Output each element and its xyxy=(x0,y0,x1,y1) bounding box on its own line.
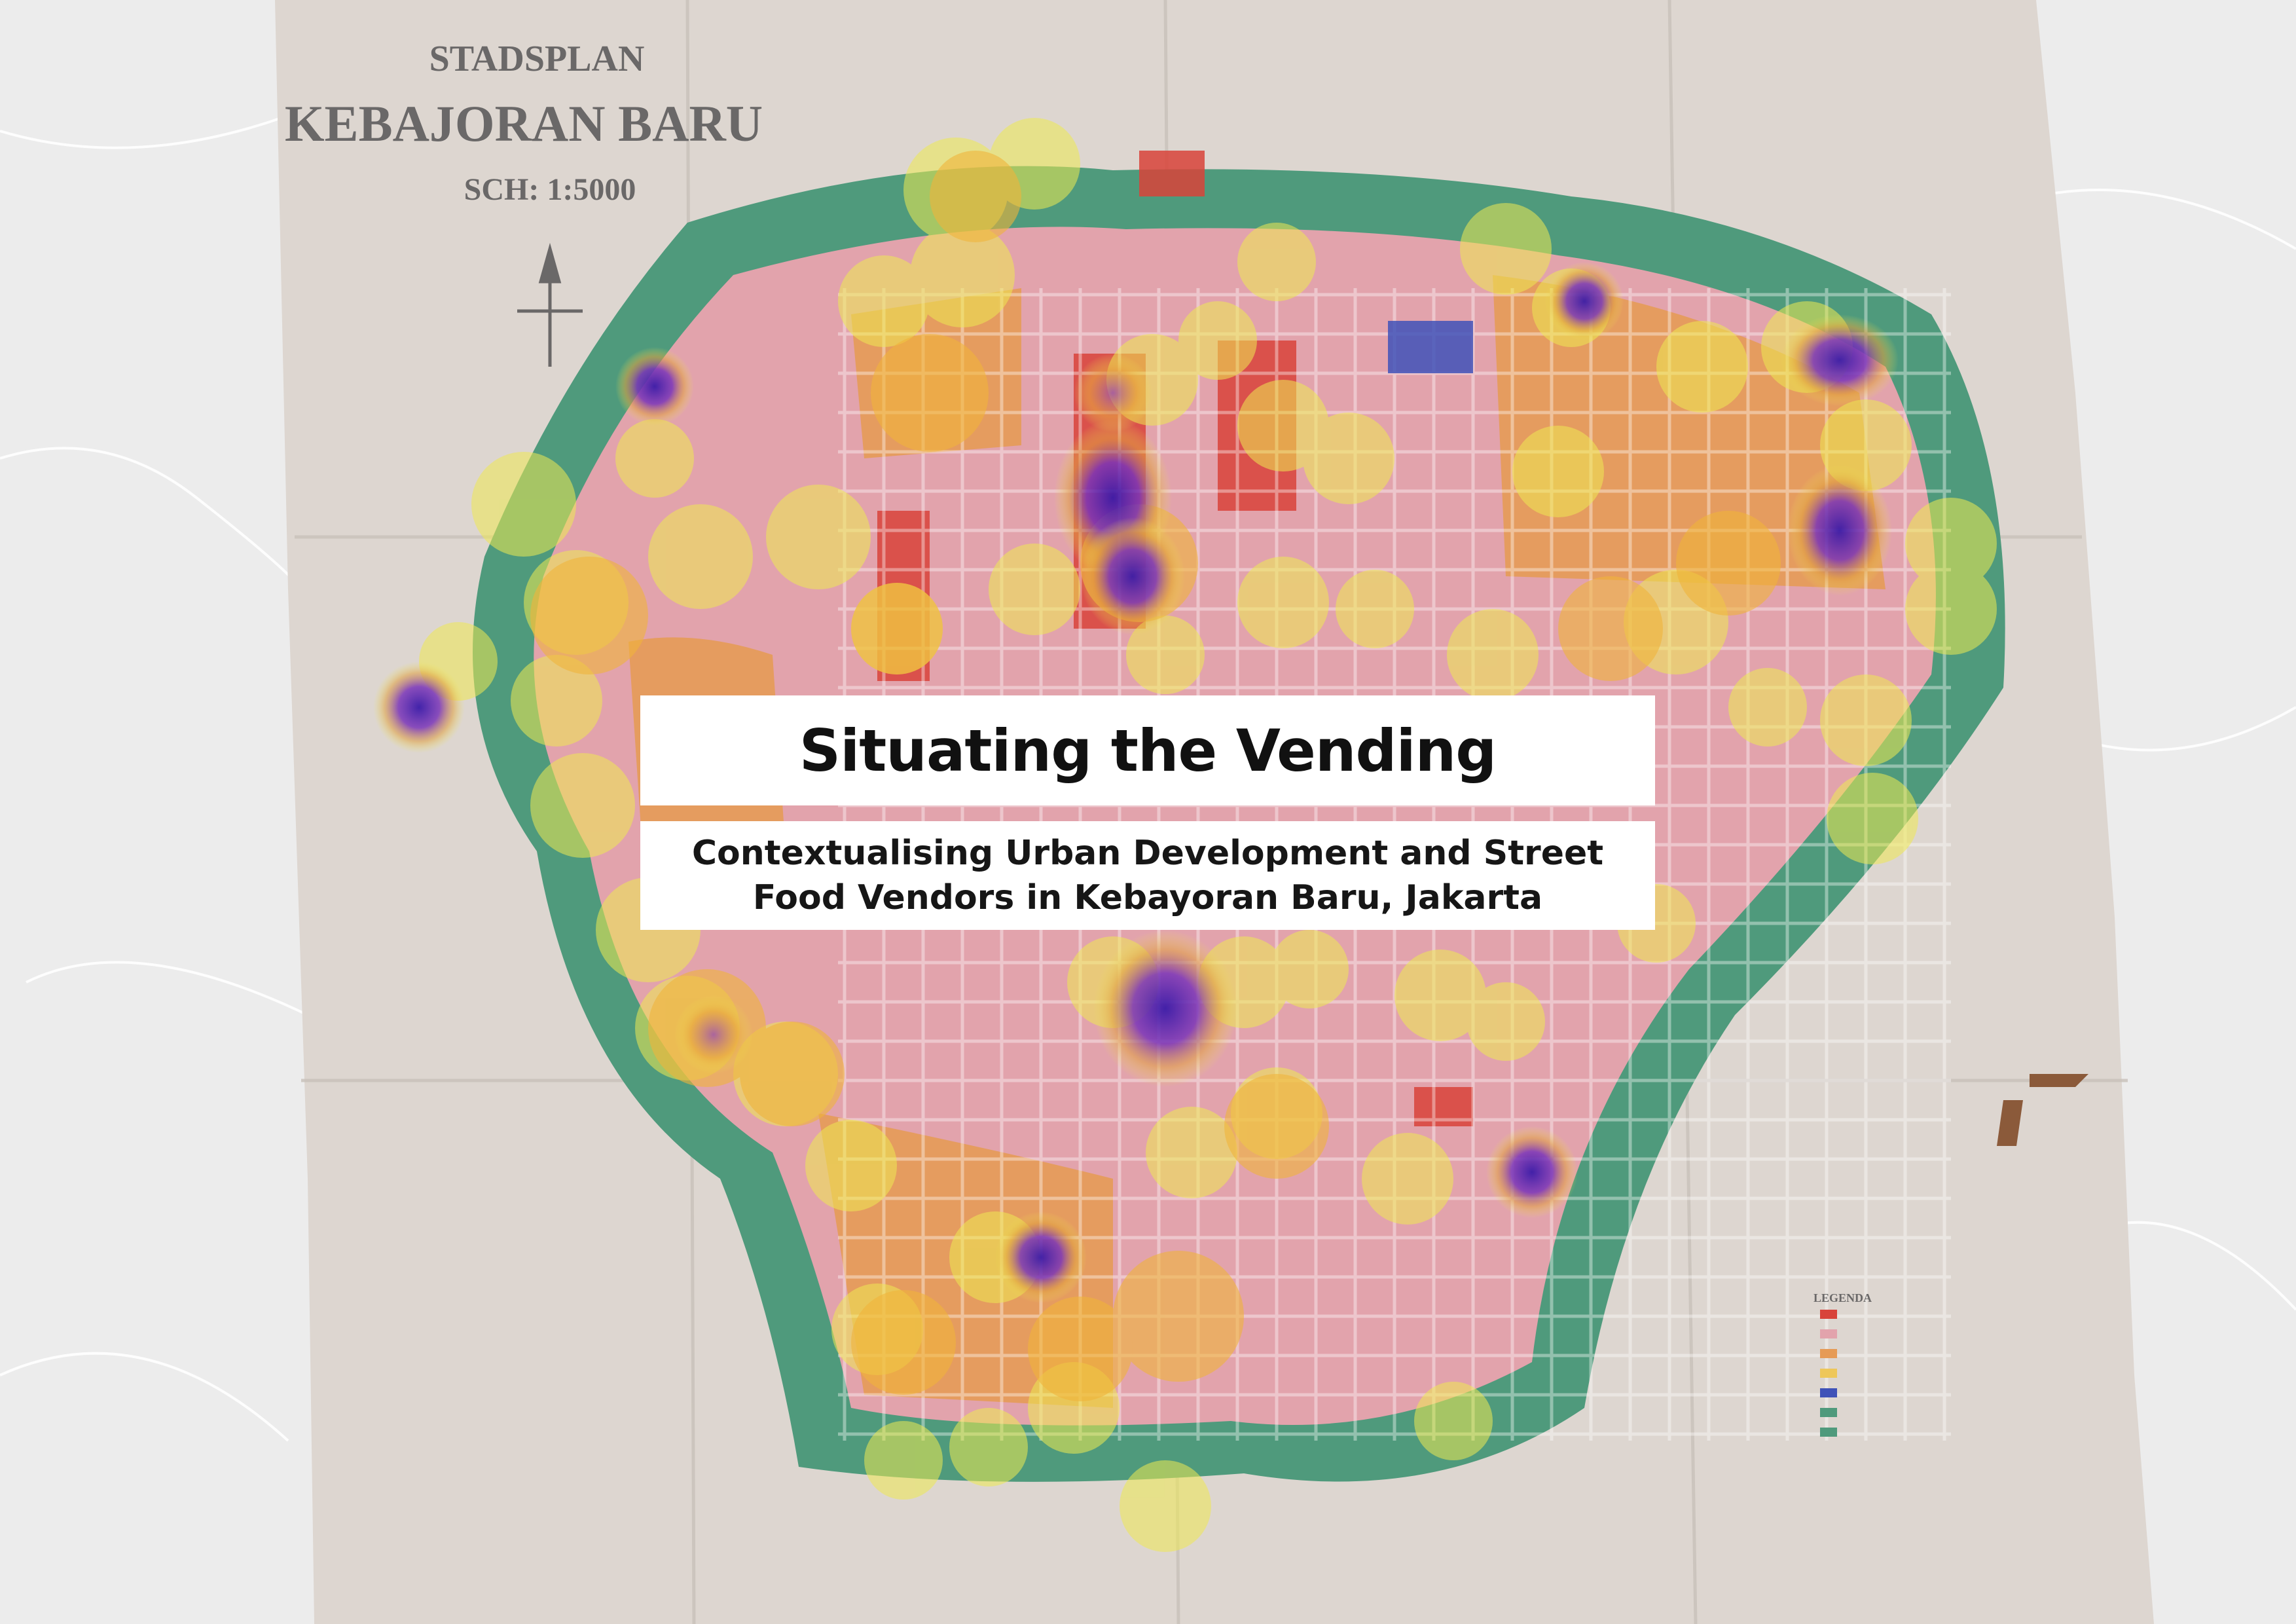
hotspot-mid-west xyxy=(674,995,753,1074)
hotspot-north-east-upper xyxy=(1545,262,1624,341)
hotspot-south-east xyxy=(1486,1126,1578,1218)
hotspot-south-central xyxy=(1093,930,1237,1087)
subtitle-line-2: Food Vendors in Kebayoran Baru, Jakarta xyxy=(752,878,1543,917)
title-banner: Situating the Vending xyxy=(640,695,1655,805)
north-arrow-icon xyxy=(517,242,583,367)
hotspot-north-west xyxy=(615,347,694,426)
page-title: Situating the Vending xyxy=(799,716,1497,784)
map-heading: STADSPLAN xyxy=(429,39,645,79)
hotspot-north-central-lower xyxy=(1080,517,1185,635)
hotspot-south xyxy=(995,1211,1087,1303)
map-name: KEBAJORAN BARU xyxy=(285,95,763,152)
background-street-lines xyxy=(0,117,2296,1442)
hotspot-mid-north xyxy=(1074,354,1152,432)
hotspot-north-east xyxy=(1781,314,1899,406)
blue-block xyxy=(1388,321,1473,373)
map-legend: LEGENDA xyxy=(1813,1291,1872,1437)
hotspot-east xyxy=(1787,465,1892,596)
heatmap-hotspots xyxy=(373,262,1899,1303)
paper-tear xyxy=(1997,1074,2088,1146)
subtitle-line-1: Contextualising Urban Development and St… xyxy=(691,834,1604,873)
subtitle-banner: Contextualising Urban Development and St… xyxy=(640,821,1655,930)
hotspot-west-edge xyxy=(373,661,465,753)
legend-title: LEGENDA xyxy=(1813,1291,1872,1304)
map-scale: SCH: 1:5000 xyxy=(464,172,636,207)
